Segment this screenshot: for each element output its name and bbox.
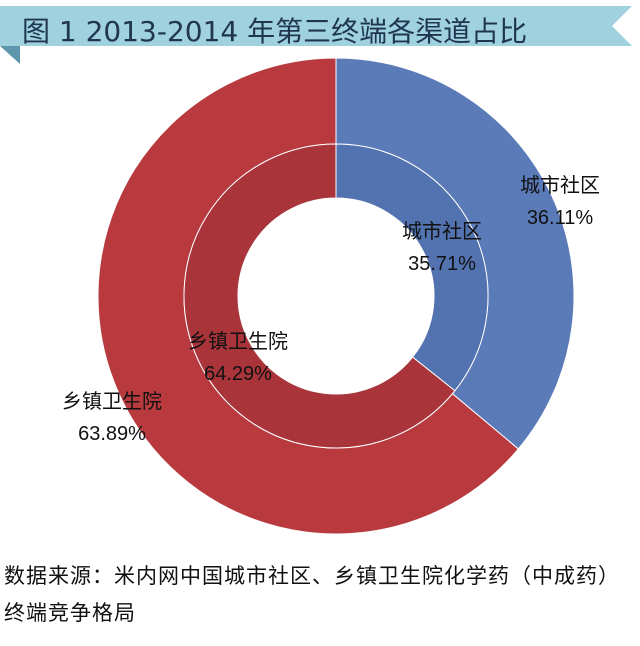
chart-title: 图 1 2013-2014 年第三终端各渠道占比 xyxy=(22,15,528,48)
outer-slice-1-label: 乡镇卫生院 xyxy=(62,389,162,413)
donut-chart: 城市社区 36.11% 乡镇卫生院 63.89% 城市社区 35.71% 乡镇卫生院 64.2… xyxy=(62,57,600,535)
inner-slice-0-value-label: 35.71% xyxy=(408,253,476,275)
outer-slice-0-value-label: 36.11% xyxy=(527,207,594,229)
source-note: 数据来源：米内网中国城市社区、乡镇卫生院化学药（中成药）终端竞争格局 xyxy=(4,564,620,625)
inner-slice-1-value-label: 64.29% xyxy=(204,363,272,385)
outer-slice-1-value-label: 63.89% xyxy=(78,423,146,445)
title-banner-shape xyxy=(0,6,632,64)
inner-slice-1-label: 乡镇卫生院 xyxy=(188,329,288,353)
title-bar: 图 1 2013-2014 年第三终端各渠道占比 xyxy=(0,6,632,64)
chart-rings xyxy=(97,57,575,535)
inner-slice-0-label: 城市社区 xyxy=(402,219,482,243)
inner-slice-1 xyxy=(183,143,456,449)
chart-labels: 城市社区 36.11% 乡镇卫生院 63.89% 城市社区 35.71% 乡镇卫生院 64.2… xyxy=(62,173,600,445)
outer-slice-0-label: 城市社区 xyxy=(520,173,600,197)
inner-slice-0 xyxy=(335,143,489,392)
